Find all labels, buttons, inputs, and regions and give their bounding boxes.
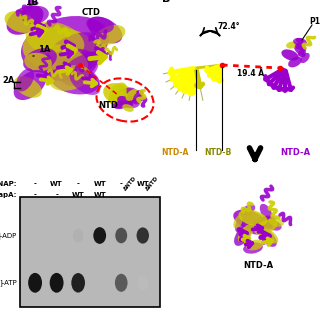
Text: -: -	[34, 192, 36, 198]
Ellipse shape	[137, 275, 148, 291]
Text: WT: WT	[136, 181, 149, 187]
Ellipse shape	[112, 88, 138, 108]
Ellipse shape	[71, 273, 85, 292]
Ellipse shape	[24, 53, 52, 71]
Text: NTD-B: NTD-B	[204, 148, 232, 157]
Ellipse shape	[44, 32, 106, 78]
Ellipse shape	[21, 6, 49, 24]
Text: 2A: 2A	[2, 76, 14, 85]
Ellipse shape	[93, 227, 106, 244]
Ellipse shape	[103, 83, 137, 107]
Ellipse shape	[115, 274, 128, 292]
Ellipse shape	[300, 53, 310, 63]
Ellipse shape	[246, 240, 264, 250]
Ellipse shape	[21, 16, 109, 74]
Ellipse shape	[7, 5, 44, 35]
Ellipse shape	[233, 210, 267, 230]
Ellipse shape	[268, 217, 284, 227]
Text: WT: WT	[72, 192, 84, 198]
Ellipse shape	[286, 41, 298, 49]
Ellipse shape	[117, 96, 133, 108]
Ellipse shape	[86, 17, 114, 33]
Ellipse shape	[117, 85, 127, 95]
Ellipse shape	[88, 17, 122, 44]
Ellipse shape	[42, 44, 88, 76]
Ellipse shape	[95, 25, 125, 45]
Bar	[20, 197, 160, 307]
Text: WT: WT	[93, 192, 106, 198]
Ellipse shape	[243, 242, 263, 254]
Text: ΔNTD: ΔNTD	[123, 176, 138, 192]
Ellipse shape	[238, 224, 254, 242]
Text: WT: WT	[50, 181, 63, 187]
Ellipse shape	[113, 101, 127, 109]
Text: -: -	[120, 181, 123, 187]
Ellipse shape	[238, 210, 268, 226]
Ellipse shape	[233, 215, 243, 228]
Ellipse shape	[259, 229, 277, 247]
Ellipse shape	[73, 229, 83, 242]
Ellipse shape	[50, 66, 100, 94]
Ellipse shape	[234, 224, 252, 246]
Text: B: B	[162, 0, 170, 4]
Text: RNAP:: RNAP:	[0, 181, 17, 187]
Ellipse shape	[262, 228, 278, 244]
Text: NTD-A: NTD-A	[243, 261, 273, 270]
Text: ]-ATP: ]-ATP	[0, 279, 17, 286]
Ellipse shape	[293, 38, 307, 46]
Ellipse shape	[23, 48, 57, 72]
Ellipse shape	[241, 204, 255, 216]
Text: -: -	[55, 192, 58, 198]
Text: NTD: NTD	[98, 101, 118, 110]
Text: WT: WT	[93, 181, 106, 187]
Ellipse shape	[14, 70, 46, 100]
Text: ]-ADP: ]-ADP	[0, 232, 17, 239]
Ellipse shape	[115, 228, 127, 243]
Ellipse shape	[133, 92, 143, 104]
Ellipse shape	[254, 219, 278, 235]
Ellipse shape	[122, 104, 134, 112]
Text: NTD-A: NTD-A	[161, 148, 189, 157]
Ellipse shape	[28, 273, 42, 293]
Ellipse shape	[50, 273, 64, 293]
Ellipse shape	[14, 76, 42, 98]
Ellipse shape	[108, 92, 128, 105]
Ellipse shape	[288, 57, 302, 68]
Text: 1B: 1B	[25, 0, 38, 7]
Ellipse shape	[16, 68, 34, 92]
Ellipse shape	[43, 49, 97, 82]
Ellipse shape	[250, 215, 276, 235]
Ellipse shape	[109, 83, 127, 101]
Ellipse shape	[120, 96, 140, 108]
Ellipse shape	[69, 69, 100, 95]
Ellipse shape	[281, 49, 299, 60]
Ellipse shape	[260, 204, 272, 220]
Text: ΔNTD: ΔNTD	[145, 176, 160, 192]
Ellipse shape	[4, 11, 36, 33]
Text: 72.4°: 72.4°	[218, 22, 241, 31]
Ellipse shape	[61, 54, 99, 86]
Text: -: -	[34, 181, 36, 187]
Text: CTD: CTD	[82, 8, 101, 17]
Ellipse shape	[264, 220, 282, 231]
Ellipse shape	[26, 21, 84, 59]
Ellipse shape	[23, 27, 97, 73]
Text: NTD-A: NTD-A	[280, 148, 310, 157]
Text: 19.4 Å: 19.4 Å	[237, 69, 265, 78]
Ellipse shape	[125, 89, 139, 101]
Ellipse shape	[235, 217, 245, 233]
Text: -: -	[77, 181, 80, 187]
Text: P111: P111	[309, 17, 320, 26]
Text: 1A: 1A	[38, 45, 50, 54]
Ellipse shape	[294, 44, 306, 55]
Ellipse shape	[137, 228, 149, 244]
Text: RapA:: RapA:	[0, 192, 17, 198]
Ellipse shape	[50, 65, 91, 91]
